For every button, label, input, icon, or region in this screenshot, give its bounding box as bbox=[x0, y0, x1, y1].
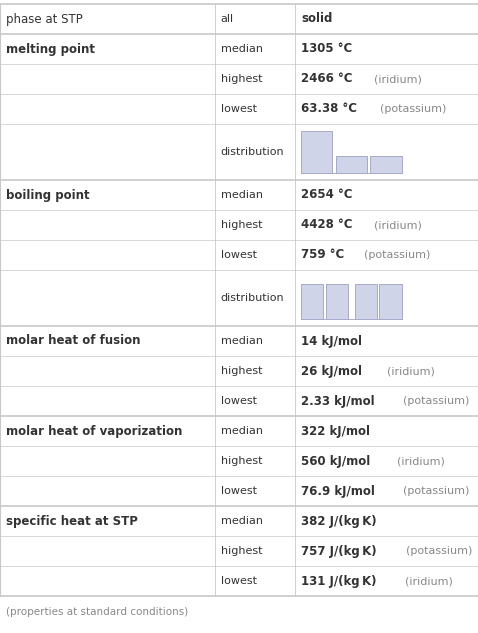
Text: median: median bbox=[221, 516, 262, 526]
Text: molar heat of vaporization: molar heat of vaporization bbox=[6, 425, 183, 437]
Text: phase at STP: phase at STP bbox=[6, 13, 83, 25]
Text: (potassium): (potassium) bbox=[373, 104, 446, 114]
Text: 14 kJ/mol: 14 kJ/mol bbox=[301, 334, 362, 348]
Text: (iridium): (iridium) bbox=[398, 576, 453, 586]
Text: melting point: melting point bbox=[6, 42, 95, 56]
Text: 2.33 kJ/mol: 2.33 kJ/mol bbox=[301, 394, 375, 408]
Text: (iridium): (iridium) bbox=[368, 74, 422, 84]
Text: highest: highest bbox=[221, 74, 262, 84]
Text: (properties at standard conditions): (properties at standard conditions) bbox=[6, 607, 188, 617]
Text: 26 kJ/mol: 26 kJ/mol bbox=[301, 365, 362, 377]
Text: 560 kJ/mol: 560 kJ/mol bbox=[301, 454, 370, 468]
Text: (iridium): (iridium) bbox=[390, 456, 445, 466]
Bar bbox=[355, 284, 377, 319]
Text: molar heat of fusion: molar heat of fusion bbox=[6, 334, 141, 348]
Bar bbox=[380, 284, 402, 319]
Text: 382 J/(kg K): 382 J/(kg K) bbox=[301, 515, 377, 527]
Text: 4428 °C: 4428 °C bbox=[301, 218, 352, 232]
Text: median: median bbox=[221, 190, 262, 200]
Bar bbox=[326, 284, 348, 319]
Text: lowest: lowest bbox=[221, 486, 257, 496]
Text: 322 kJ/mol: 322 kJ/mol bbox=[301, 425, 370, 437]
Text: highest: highest bbox=[221, 456, 262, 466]
Text: (potassium): (potassium) bbox=[396, 486, 469, 496]
Text: distribution: distribution bbox=[221, 147, 284, 157]
Text: lowest: lowest bbox=[221, 104, 257, 114]
Bar bbox=[301, 131, 332, 173]
Text: highest: highest bbox=[221, 366, 262, 376]
Text: 759 °C: 759 °C bbox=[301, 249, 344, 261]
Text: 2654 °C: 2654 °C bbox=[301, 189, 352, 201]
Bar bbox=[370, 156, 402, 173]
Text: (potassium): (potassium) bbox=[357, 250, 430, 260]
Text: (potassium): (potassium) bbox=[396, 396, 469, 406]
Text: 2466 °C: 2466 °C bbox=[301, 73, 352, 85]
Text: (potassium): (potassium) bbox=[399, 546, 472, 556]
Text: (iridium): (iridium) bbox=[368, 220, 422, 230]
Text: lowest: lowest bbox=[221, 396, 257, 406]
Text: all: all bbox=[221, 14, 234, 24]
Text: lowest: lowest bbox=[221, 250, 257, 260]
Text: median: median bbox=[221, 426, 262, 436]
Text: 63.38 °C: 63.38 °C bbox=[301, 103, 357, 115]
Text: 1305 °C: 1305 °C bbox=[301, 42, 352, 56]
Text: 76.9 kJ/mol: 76.9 kJ/mol bbox=[301, 484, 375, 498]
Text: specific heat at STP: specific heat at STP bbox=[6, 515, 138, 527]
Text: median: median bbox=[221, 336, 262, 346]
Text: 131 J/(kg K): 131 J/(kg K) bbox=[301, 575, 377, 587]
Text: (iridium): (iridium) bbox=[380, 366, 435, 376]
Bar bbox=[301, 284, 323, 319]
Bar bbox=[336, 156, 367, 173]
Text: median: median bbox=[221, 44, 262, 54]
Text: 757 J/(kg K): 757 J/(kg K) bbox=[301, 544, 377, 558]
Text: solid: solid bbox=[301, 13, 332, 25]
Text: highest: highest bbox=[221, 546, 262, 556]
Text: boiling point: boiling point bbox=[6, 189, 89, 201]
Text: highest: highest bbox=[221, 220, 262, 230]
Text: lowest: lowest bbox=[221, 576, 257, 586]
Text: distribution: distribution bbox=[221, 293, 284, 303]
